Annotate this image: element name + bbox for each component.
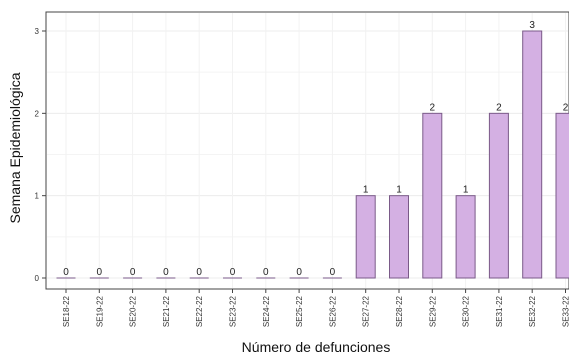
y-axis: 0 1 2 3 [35,27,46,283]
y-tick-label: 3 [35,27,40,36]
x-tick-label: SE20-22 [129,295,138,327]
y-tick-label: 1 [35,192,40,201]
data-label: 0 [330,267,336,278]
data-label: 3 [529,20,535,31]
plot-frame [45,11,569,290]
x-tick-label: SE18-22 [62,295,71,327]
data-label: 2 [430,102,436,113]
bar [355,195,376,279]
data-label: 0 [296,267,302,278]
x-tick-label: SE24-22 [262,295,271,327]
y-tick-label: 0 [35,274,40,283]
data-label: 0 [196,267,202,278]
bar [522,30,543,279]
data-label: 0 [163,267,169,278]
data-label: 1 [396,185,402,196]
x-axis-title: Número de defunciones [242,339,391,355]
x-tick-label: SE25-22 [295,295,304,327]
x-tick-label: SE33-22 [562,295,569,327]
x-tick-label: SE22-22 [195,295,204,327]
y-tick-label: 2 [35,109,40,118]
bar [422,112,443,279]
data-label: 1 [363,185,369,196]
x-tick-label: SE32-22 [528,295,537,327]
x-tick-label: SE26-22 [328,295,337,327]
data-label: 2 [496,102,502,113]
bar [455,195,476,279]
x-tick-label: SE27-22 [362,295,371,327]
x-tick-label: SE19-22 [95,295,104,327]
data-label: 0 [63,267,69,278]
x-tick-label: SE28-22 [395,295,404,327]
x-tick-label: SE21-22 [162,295,171,327]
x-axis: SE18-22 SE19-22 SE20-22 SE21-22 SE22-22 SE23-… [62,289,569,327]
bar [389,195,409,279]
bar [488,112,509,279]
y-axis-title: Semana Epidemiológica [7,72,23,223]
plot-area: 0 0 0 0 0 0 0 0 0 1 1 2 1 2 3 2 [45,11,569,290]
bar [555,112,569,279]
data-label: 0 [130,267,136,278]
data-label: 2 [563,102,569,113]
x-tick-label: SE31-22 [495,295,504,327]
data-label: 1 [463,185,469,196]
data-labels: 0 0 0 0 0 0 0 0 0 1 1 2 1 2 3 2 [63,20,569,278]
x-tick-label: SE29-22 [428,295,437,327]
data-label: 0 [263,267,269,278]
x-tick-label: SE23-22 [229,295,238,327]
data-label: 0 [97,267,103,278]
bars [56,30,569,279]
x-tick-label: SE30-22 [462,295,471,327]
data-label: 0 [230,267,236,278]
